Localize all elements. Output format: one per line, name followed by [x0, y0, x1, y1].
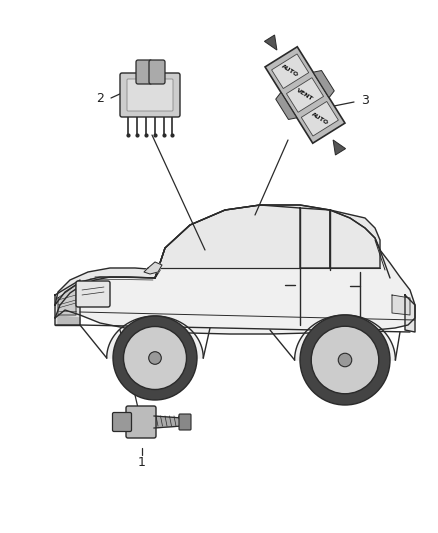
Polygon shape: [276, 92, 297, 119]
Polygon shape: [301, 101, 339, 136]
FancyBboxPatch shape: [136, 60, 152, 84]
Polygon shape: [155, 205, 300, 278]
FancyBboxPatch shape: [113, 413, 131, 432]
Polygon shape: [107, 316, 203, 358]
FancyBboxPatch shape: [127, 79, 173, 111]
Text: 3: 3: [361, 93, 369, 107]
Polygon shape: [265, 47, 345, 143]
Circle shape: [148, 352, 161, 364]
FancyBboxPatch shape: [149, 60, 165, 84]
Polygon shape: [313, 70, 334, 98]
Polygon shape: [55, 205, 415, 334]
Polygon shape: [286, 78, 324, 112]
Text: VENT: VENT: [296, 88, 314, 102]
Polygon shape: [144, 262, 162, 274]
Polygon shape: [272, 54, 309, 88]
Text: AUTO: AUTO: [281, 64, 300, 78]
Text: 2: 2: [96, 92, 104, 104]
FancyBboxPatch shape: [120, 73, 180, 117]
Text: AUTO: AUTO: [311, 111, 329, 126]
Polygon shape: [58, 285, 76, 315]
Polygon shape: [55, 268, 160, 305]
FancyBboxPatch shape: [76, 281, 110, 307]
Polygon shape: [154, 416, 182, 428]
Polygon shape: [300, 208, 330, 268]
Circle shape: [113, 316, 197, 400]
Polygon shape: [392, 295, 410, 315]
FancyBboxPatch shape: [126, 406, 156, 438]
Circle shape: [338, 353, 352, 367]
FancyBboxPatch shape: [179, 414, 191, 430]
Circle shape: [300, 315, 390, 405]
Polygon shape: [295, 315, 396, 360]
Polygon shape: [55, 280, 80, 325]
Polygon shape: [58, 316, 80, 325]
Polygon shape: [333, 140, 346, 155]
Circle shape: [124, 327, 187, 390]
Polygon shape: [265, 35, 277, 50]
Circle shape: [311, 326, 379, 394]
Polygon shape: [405, 295, 415, 332]
Text: 1: 1: [138, 456, 146, 469]
Polygon shape: [330, 210, 380, 268]
Polygon shape: [155, 205, 380, 278]
